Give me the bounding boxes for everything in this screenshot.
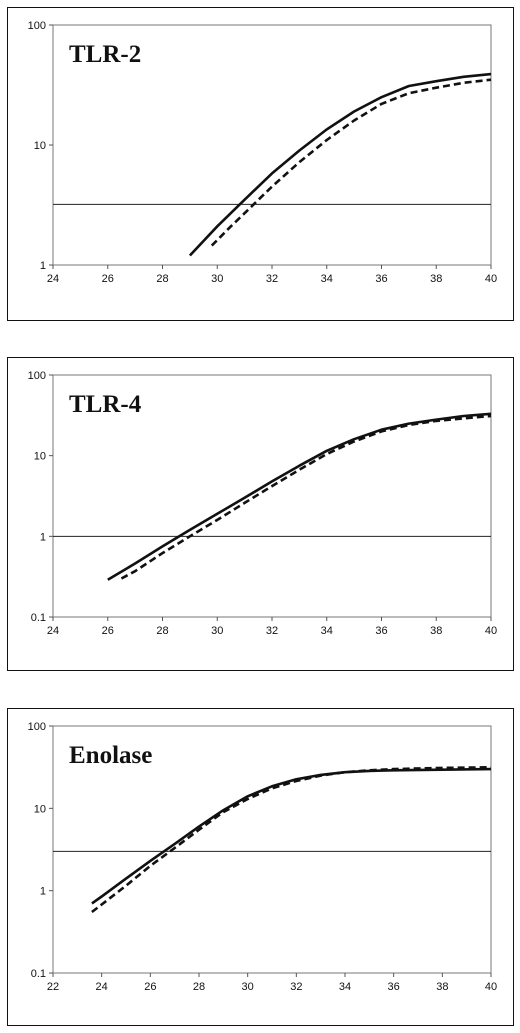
tlr2-x-tick-label: 32	[266, 273, 278, 285]
tlr2-x-tick-label: 34	[321, 273, 333, 285]
tlr4-x-tick-label: 38	[430, 625, 442, 637]
enolase-y-tick-label: 1	[40, 886, 46, 898]
enolase-x-tick-label: 36	[388, 981, 400, 993]
enolase-x-tick-label: 30	[242, 981, 254, 993]
enolase-chart-title: Enolase	[69, 742, 152, 769]
enolase-x-tick-label: 40	[485, 981, 497, 993]
enolase-x-tick-label: 32	[290, 981, 302, 993]
enolase-x-tick-label: 22	[47, 981, 59, 993]
tlr2-x-tick-label: 26	[102, 273, 114, 285]
tlr4-chart-title: TLR-4	[69, 391, 142, 418]
tlr2-chart-panel: 1 10 100 24 26 28 30 32 34 36 38 40 TLR-2	[7, 7, 514, 321]
tlr4-x-tick-label: 30	[211, 625, 223, 637]
enolase-dashed-series-line	[91, 766, 492, 914]
enolase-x-tick-label: 34	[339, 981, 351, 993]
tlr2-dashed-series-line	[210, 78, 492, 247]
tlr4-chart: 0.1 1 10 100 24 26 28 30 32 34 36 38 40 TLR-4	[28, 370, 497, 637]
tlr4-chart-panel: 0.1 1 10 100 24 26 28 30 32 34 36 38 40 TLR-4	[7, 357, 514, 671]
tlr4-x-tick-label: 24	[47, 625, 59, 637]
tlr4-y-tick-label: 100	[28, 370, 46, 382]
tlr2-x-tick-label: 30	[211, 273, 223, 285]
tlr4-y-tick-label: 10	[34, 451, 46, 463]
enolase-chart-panel: 0.1 1 10 100 22 24 26 28 30 32 34 36 38 40 Enolase	[7, 708, 514, 1026]
enolase-chart: 0.1 1 10 100 22 24 26 28 30 32 34 36 38 40 Enolase	[28, 721, 497, 993]
tlr2-x-tick-label: 38	[430, 273, 442, 285]
tlr4-solid-series-line	[107, 412, 492, 581]
tlr2-y-tick-label: 100	[28, 20, 46, 32]
tlr4-dashed-series-line	[120, 414, 492, 580]
enolase-x-tick-label: 38	[436, 981, 448, 993]
tlr4-x-tick-label: 34	[321, 625, 333, 637]
tlr4-x-tick-label: 32	[266, 625, 278, 637]
tlr2-chart: 1 10 100 24 26 28 30 32 34 36 38 40 TLR-2	[28, 20, 497, 285]
tlr4-x-tick-label: 28	[156, 625, 168, 637]
tlr2-y-tick-label: 1	[40, 260, 46, 272]
enolase-x-tick-label: 28	[193, 981, 205, 993]
enolase-x-tick-label: 26	[144, 981, 156, 993]
tlr2-y-tick-label: 10	[34, 140, 46, 152]
tlr2-x-tick-label: 24	[47, 273, 59, 285]
tlr4-y-tick-label: 1	[40, 531, 46, 543]
tlr4-x-tick-label: 40	[485, 625, 497, 637]
tlr2-x-tick-label: 28	[156, 273, 168, 285]
tlr4-x-tick-label: 36	[375, 625, 387, 637]
enolase-y-tick-label: 10	[34, 803, 46, 815]
enolase-y-tick-label: 0.1	[31, 968, 46, 980]
tlr2-x-tick-label: 36	[375, 273, 387, 285]
tlr4-y-tick-label: 0.1	[31, 612, 46, 624]
tlr2-chart-title: TLR-2	[69, 41, 141, 68]
tlr4-x-tick-label: 26	[102, 625, 114, 637]
enolase-x-tick-label: 24	[96, 981, 108, 993]
enolase-solid-series-line	[91, 767, 492, 905]
tlr2-solid-series-line	[188, 72, 492, 257]
enolase-y-tick-label: 100	[28, 721, 46, 733]
tlr2-x-tick-label: 40	[485, 273, 497, 285]
enolase-plot-area	[52, 725, 492, 974]
